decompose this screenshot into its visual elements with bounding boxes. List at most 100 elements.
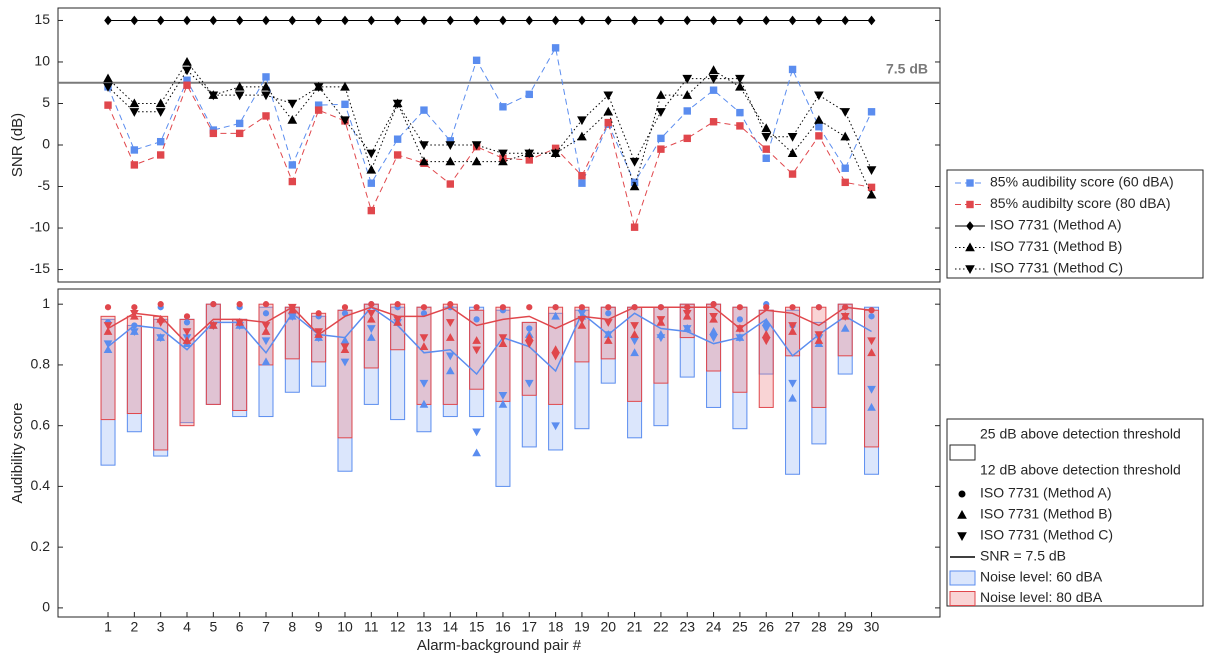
marker [577,116,587,126]
marker [130,328,139,337]
marker [235,119,244,128]
marker [472,15,481,26]
marker [787,132,798,142]
marker [710,301,717,308]
y-tick-label: 0 [42,599,50,615]
marker [155,108,166,117]
marker [209,15,218,26]
marker [682,325,692,334]
y-tick-label: 0.4 [31,477,51,493]
marker [498,391,508,400]
marker [814,331,824,340]
marker [498,399,508,408]
marker [288,161,297,169]
legend-marker [965,242,975,252]
marker [577,131,587,141]
marker [366,325,376,334]
marker [709,15,718,26]
marker [498,149,508,159]
marker [841,178,849,187]
marker [103,83,113,92]
marker [419,141,429,151]
marker [761,325,771,334]
marker [868,313,875,320]
marker [234,81,245,91]
marker [788,326,797,335]
marker [366,149,377,159]
marker [814,336,824,344]
marker [367,206,376,215]
marker [103,345,113,354]
marker [657,304,665,311]
marker [155,98,166,108]
marker [183,319,191,326]
legend-marker [957,509,967,519]
marker [656,334,666,343]
range-bar [337,309,353,439]
marker [393,316,402,324]
x-tick-label: 29 [837,619,853,635]
marker [762,15,771,26]
marker [761,132,772,142]
marker [262,301,270,308]
marker [340,81,350,91]
marker [392,99,403,109]
marker [866,189,877,199]
marker [630,348,639,357]
marker [472,56,481,65]
marker [788,170,797,178]
marker [445,352,455,361]
marker [393,15,402,26]
y-axis-label: SNR (dB) [9,113,26,177]
marker [682,90,693,99]
marker [867,385,876,394]
marker [498,339,508,347]
marker [683,134,691,143]
marker [603,319,613,327]
marker [394,301,401,308]
marker [578,172,586,180]
marker [603,106,614,116]
marker [129,108,140,117]
x-tick-label: 11 [364,619,379,635]
marker [419,399,429,408]
marker [182,328,192,337]
marker [867,337,876,346]
legend-label: 12 dB above detection threshold [980,462,1181,478]
marker [156,319,166,327]
marker [445,366,455,375]
y-tick-label: 5 [42,94,50,110]
marker [287,115,298,124]
snr-line [107,306,872,345]
marker [630,15,639,26]
x-tick-label: 2 [130,619,138,635]
marker [708,74,719,84]
marker [314,328,324,337]
marker [419,334,429,343]
marker [340,358,350,367]
x-tick-label: 1 [104,619,112,635]
marker [445,141,456,151]
x-tick-label: 5 [209,619,217,635]
marker [261,91,271,101]
marker [313,83,324,92]
marker [234,91,245,101]
marker [104,101,112,109]
y-tick-label: 15 [34,11,50,27]
marker [366,314,376,323]
marker [656,316,666,324]
x-tick-label: 15 [469,619,485,635]
y-tick-label: 0 [42,136,50,152]
marker [788,393,797,402]
marker [736,122,744,130]
marker [288,177,297,186]
marker [209,129,218,138]
marker [156,137,165,146]
legend-marker [966,200,974,209]
range-bar [100,315,116,421]
marker [314,15,323,26]
marker [524,149,535,159]
legend-label: ISO 7731 (Method A) [980,485,1112,501]
marker [261,357,271,366]
marker [261,326,271,335]
